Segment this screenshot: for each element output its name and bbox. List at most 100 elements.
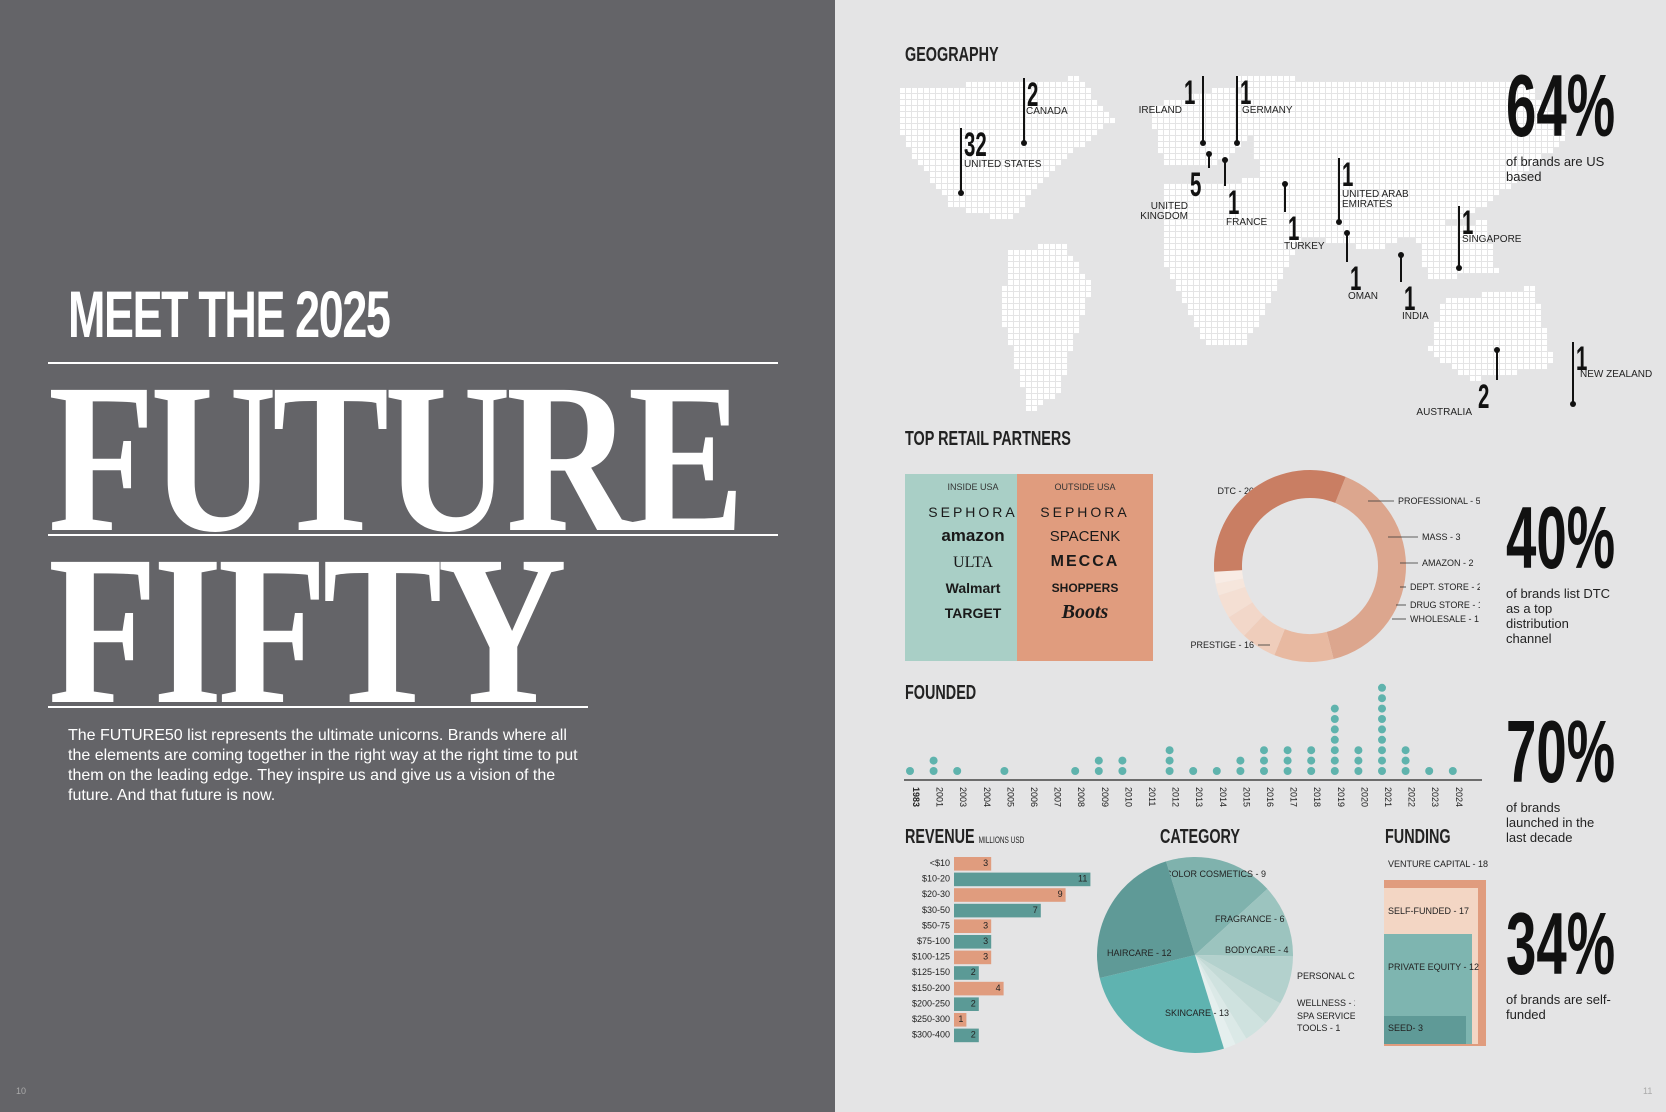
donut-slice: [1214, 470, 1346, 572]
country-count: 32: [964, 126, 987, 164]
left-page: MEET THE 2025 FUTURE FIFTY The FUTURE50 …: [0, 0, 835, 1112]
founded-dot: [1236, 756, 1245, 765]
funding-label: SELF-FUNDED - 17: [1388, 906, 1469, 916]
year-label: 2019: [1336, 787, 1346, 807]
revenue-bar: [954, 919, 992, 933]
revenue-category-label: $50-75: [922, 920, 950, 930]
founded-dot: [1094, 756, 1103, 765]
donut-slice: [1218, 586, 1253, 618]
pin-line: [1346, 233, 1348, 262]
stat-value: 40%: [1506, 488, 1616, 587]
category-slice: [1195, 955, 1293, 1004]
pin-dot: [1398, 252, 1404, 258]
year-label: 1983: [911, 787, 921, 807]
page-number-left: 10: [16, 1086, 27, 1096]
category-pie-chart: COLOR COSMETICS - 9 FRAGRANCE - 6 BODYCARE…: [1097, 857, 1355, 1053]
retail-title: TOP RETAIL PARTNERS: [905, 428, 1071, 450]
founded-stat: 70% of brands launched in the last decad…: [1506, 708, 1666, 846]
founded-dot: [1260, 767, 1268, 775]
founded-dot: [1236, 767, 1245, 775]
pin-dot: [1570, 401, 1576, 407]
world-map: [900, 76, 1565, 411]
founded-dot: [1378, 767, 1386, 775]
founded-dot: [1354, 767, 1363, 775]
kicker-title: MEET THE 2025: [68, 277, 391, 351]
page-number-right: 11: [1643, 1086, 1653, 1096]
founded-dot: [1378, 725, 1386, 734]
founded-dot: [1165, 767, 1174, 775]
logo-shoppers: SHOPPERS: [1051, 581, 1119, 595]
revenue-category-label: $200-250: [912, 998, 950, 1008]
country-count: 1: [1404, 280, 1416, 318]
founded-dot: [1378, 746, 1386, 755]
category-label: HAIRCARE - 12: [1107, 948, 1172, 958]
category-slice: [1195, 955, 1236, 1049]
pin-line: [1284, 184, 1286, 212]
funding-block: [1384, 1016, 1466, 1044]
country-label: CANADA: [1026, 106, 1068, 117]
revenue-value: 2: [971, 998, 976, 1008]
pin-line: [960, 128, 962, 193]
title-fifty: FIFTY: [48, 512, 567, 749]
pin-line: [1496, 350, 1498, 380]
pin-line: [1400, 255, 1402, 282]
country-label: SINGAPORE: [1462, 234, 1522, 245]
revenue-bar: [954, 950, 992, 965]
founded-dot: [1378, 704, 1386, 713]
pin-line: [1224, 160, 1226, 186]
revenue-value: 11: [1078, 874, 1087, 884]
map-landmass: [900, 76, 1565, 411]
year-label: 2007: [1053, 787, 1063, 807]
donut-label: WHOLESALE - 1: [1410, 614, 1479, 624]
revenue-bar: [954, 857, 992, 871]
country-count: 1: [1240, 74, 1252, 112]
donut-label: PRESTIGE - 16: [1190, 640, 1254, 650]
year-label: 2018: [1312, 787, 1322, 807]
logo-sephora-intl: SEPHORA: [1040, 504, 1130, 520]
category-title: CATEGORY: [1160, 826, 1241, 848]
category-label: SPA SERVICES - 1: [1297, 1011, 1355, 1021]
founded-dot: [1260, 746, 1268, 755]
donut-slice: [1215, 578, 1246, 596]
founded-dot: [1307, 767, 1316, 775]
pin-dot: [1494, 347, 1500, 353]
founded-dot: [929, 756, 938, 765]
year-label: 2016: [1265, 787, 1275, 807]
founded-dot: [1401, 767, 1410, 775]
revenue-bar: [954, 888, 1066, 902]
donut-slice: [1326, 476, 1406, 660]
founded-dot: [1354, 756, 1363, 765]
founded-dot: [1378, 735, 1386, 744]
year-label: 2012: [1171, 787, 1181, 807]
year-label: 2003: [958, 787, 968, 807]
country-count: 1: [1228, 184, 1240, 222]
revenue-category-label: $100-125: [912, 952, 950, 962]
logo-walmart: Walmart: [945, 580, 1001, 596]
revenue-title: REVENUE MILLIONS USD: [905, 826, 1024, 849]
stat-text: of brands are self-funded: [1506, 992, 1611, 1022]
funding-chart: VENTURE CAPITAL - 18 SELF-FUNDED - 17 PRIV…: [1384, 859, 1488, 1046]
founded-title: FOUNDED: [905, 682, 977, 704]
donut-label: DRUG STORE - 1: [1410, 600, 1480, 610]
year-label: 2023: [1430, 787, 1440, 807]
donut-label: MASS - 3: [1422, 532, 1461, 542]
revenue-category-label: $300-400: [912, 1030, 950, 1040]
category-slice: [1195, 955, 1266, 1039]
revenue-value: 7: [1033, 905, 1038, 915]
country-count: 1: [1350, 260, 1362, 298]
pin-line: [1202, 76, 1204, 143]
country-label: UNITED ARAB EMIRATES: [1342, 189, 1409, 210]
revenue-bar: [954, 872, 1091, 887]
founded-dot: [1378, 683, 1386, 692]
country-label: IRELAND: [1138, 105, 1182, 116]
revenue-category-label: $75-100: [917, 936, 950, 946]
founded-dot: [1401, 756, 1410, 765]
founded-dot: [1330, 725, 1339, 734]
founded-dot: [1354, 746, 1363, 755]
revenue-bar-chart: <$10 3 $10-20 11 $20-30 9 $30-50 7 $50-75 3 $75-10…: [912, 857, 1091, 1043]
founded-dot: [1425, 767, 1434, 775]
country-label: NEW ZEALAND: [1580, 369, 1653, 380]
title-rule-top: [48, 362, 778, 364]
stat-value: 34%: [1506, 894, 1616, 993]
year-label: 2021: [1383, 787, 1393, 807]
